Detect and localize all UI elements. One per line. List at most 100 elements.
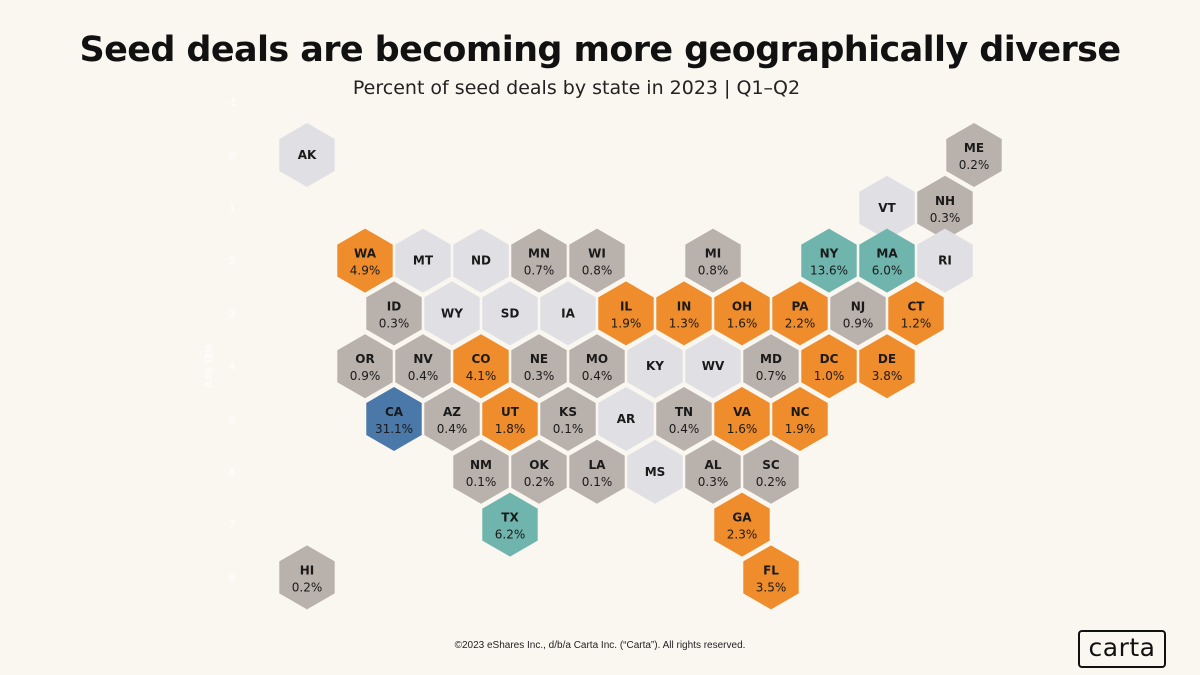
state-tile-dc: DC 1.0% — [801, 334, 857, 399]
state-code-me: ME — [964, 141, 984, 155]
state-value-tn: 0.4% — [669, 422, 700, 436]
state-value-md: 0.7% — [756, 369, 787, 383]
state-value-wa: 4.9% — [350, 264, 381, 278]
state-hex-dc — [801, 334, 857, 399]
state-hex-nd — [453, 228, 509, 293]
state-value-in: 1.3% — [669, 316, 700, 330]
state-code-nd: ND — [471, 254, 491, 268]
yaxis-tick-3: 2 — [229, 256, 235, 268]
state-hex-ca — [366, 387, 422, 451]
state-hex-tx — [482, 492, 538, 557]
state-hex-ok — [511, 439, 567, 504]
state-hex-il — [598, 281, 654, 346]
yaxis-tick-0: -1 — [227, 97, 237, 109]
state-value-nc: 1.9% — [785, 422, 816, 436]
state-hex-ms — [627, 439, 683, 504]
state-value-id: 0.3% — [379, 316, 410, 330]
state-hex-wi — [569, 228, 625, 293]
state-hex-sd — [482, 281, 538, 346]
state-value-me: 0.2% — [959, 158, 990, 172]
state-code-dc: DC — [820, 352, 839, 366]
state-hex-mi — [685, 228, 741, 293]
state-value-oh: 1.6% — [727, 316, 758, 330]
state-hex-ky — [627, 334, 683, 399]
state-code-ut: UT — [501, 405, 520, 419]
state-hex-nc — [772, 387, 828, 451]
state-hex-va — [714, 387, 770, 451]
state-tile-tn: TN 0.4% — [656, 387, 712, 451]
state-tile-sc: SC 0.2% — [743, 439, 799, 504]
state-tile-tx: TX 6.2% — [482, 492, 538, 557]
state-value-sc: 0.2% — [756, 475, 787, 489]
state-value-nv: 0.4% — [408, 369, 439, 383]
state-tile-sd: SD — [482, 281, 538, 346]
state-value-ut: 1.8% — [495, 422, 526, 436]
state-value-tx: 6.2% — [495, 528, 526, 542]
state-value-hi: 0.2% — [292, 580, 323, 594]
state-code-vt: VT — [878, 201, 896, 215]
state-hex-ma — [859, 228, 915, 293]
state-tile-wi: WI 0.8% — [569, 228, 625, 293]
state-tile-ne: NE 0.3% — [511, 334, 567, 399]
state-code-ri: RI — [938, 254, 952, 268]
state-hex-md — [743, 334, 799, 399]
state-code-ga: GA — [732, 511, 752, 525]
state-code-tn: TN — [675, 405, 693, 419]
state-code-ma: MA — [876, 247, 898, 261]
yaxis-tick-7: 6 — [229, 467, 235, 479]
state-value-az: 0.4% — [437, 422, 468, 436]
yaxis-tick-1: 0 — [229, 150, 235, 162]
state-code-or: OR — [355, 352, 374, 366]
state-hex-ak — [279, 123, 335, 187]
state-tile-nm: NM 0.1% — [453, 439, 509, 504]
state-code-mo: MO — [586, 352, 608, 366]
yaxis-tick-6: 5 — [229, 414, 235, 426]
state-tile-il: IL 1.9% — [598, 281, 654, 346]
state-tile-or: OR 0.9% — [337, 334, 393, 399]
state-code-id: ID — [387, 299, 401, 313]
state-hex-tn — [656, 387, 712, 451]
state-code-wi: WI — [588, 247, 606, 261]
state-value-ok: 0.2% — [524, 475, 555, 489]
state-code-il: IL — [620, 299, 632, 313]
state-value-il: 1.9% — [611, 316, 642, 330]
state-hex-me — [946, 123, 1002, 187]
state-hex-or — [337, 334, 393, 399]
state-code-mt: MT — [413, 254, 434, 268]
state-code-hi: HI — [300, 563, 315, 577]
state-tile-ct: CT 1.2% — [888, 281, 944, 346]
state-tile-hi: HI 0.2% — [279, 545, 335, 610]
state-tile-co: CO 4.1% — [453, 334, 509, 399]
state-tile-id: ID 0.3% — [366, 281, 422, 346]
state-tile-nd: ND — [453, 228, 509, 293]
state-value-ga: 2.3% — [727, 528, 758, 542]
chart-subtitle: Percent of seed deals by state in 2023 |… — [352, 77, 801, 99]
state-hex-nh — [917, 175, 973, 240]
state-hex-ne — [511, 334, 567, 399]
state-hex-ny — [801, 228, 857, 293]
state-value-fl: 3.5% — [756, 580, 787, 594]
state-tile-mt: MT — [395, 228, 451, 293]
state-hex-ct — [888, 281, 944, 346]
state-tile-ri: RI — [917, 228, 973, 293]
state-value-va: 1.6% — [727, 422, 758, 436]
state-tile-mo: MO 0.4% — [569, 334, 625, 399]
state-hex-wy — [424, 281, 480, 346]
state-code-ca: CA — [385, 405, 404, 419]
state-code-al: AL — [705, 458, 722, 472]
state-tile-vt: VT — [859, 175, 915, 240]
chart-title: Seed deals are becoming more geographica… — [79, 30, 1122, 70]
state-hex-ks — [540, 387, 596, 451]
state-hex-ut — [482, 387, 538, 451]
state-code-nc: NC — [791, 405, 810, 419]
state-tile-me: ME 0.2% — [946, 123, 1002, 187]
state-hex-mn — [511, 228, 567, 293]
state-code-ky: KY — [646, 359, 664, 373]
state-code-md: MD — [760, 352, 782, 366]
yaxis-tick-8: 7 — [229, 520, 235, 532]
state-hex-wv — [685, 334, 741, 399]
state-hex-nm — [453, 439, 509, 504]
state-tile-mn: MN 0.7% — [511, 228, 567, 293]
state-code-nh: NH — [935, 194, 955, 208]
copyright-footer: ©2023 eShares Inc., d/b/a Carta Inc. (“C… — [454, 640, 746, 651]
